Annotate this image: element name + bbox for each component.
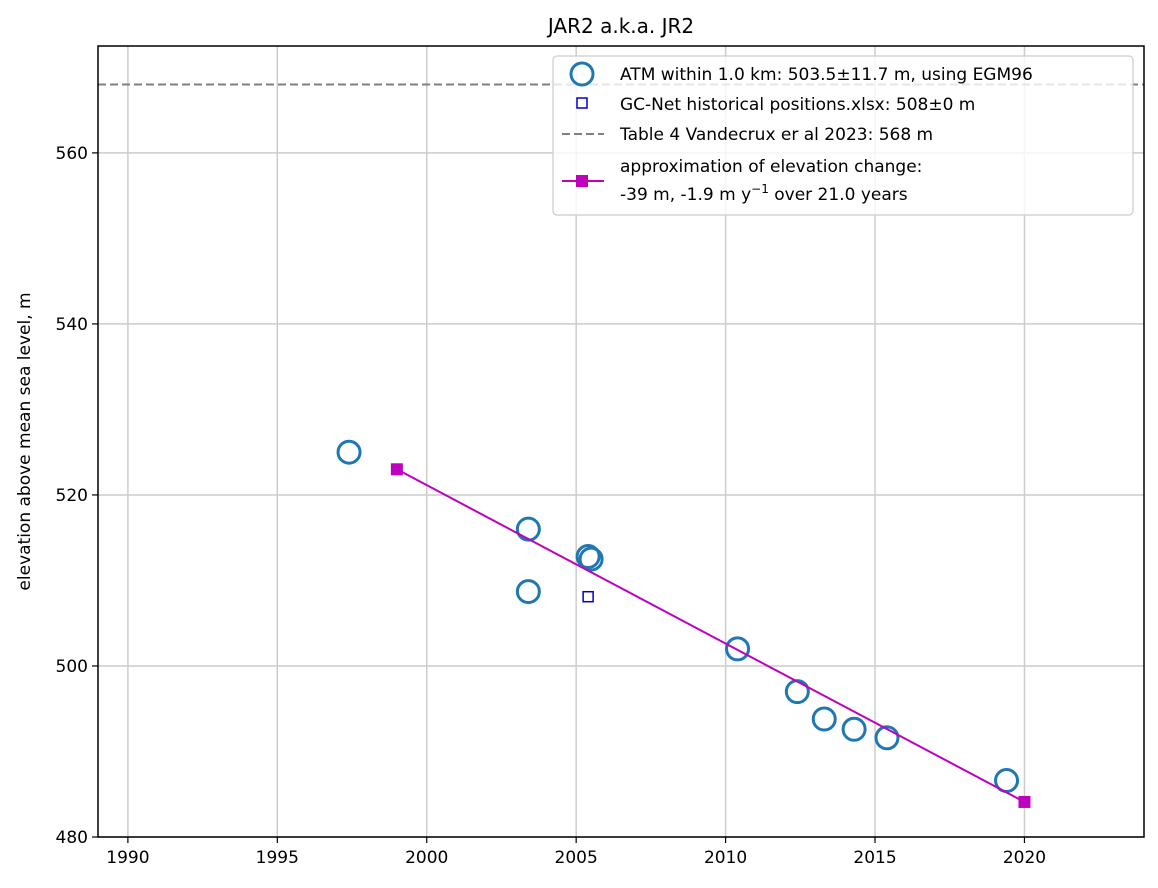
atm-point bbox=[515, 516, 541, 542]
legend: ATM within 1.0 km: 503.5±11.7 m, using E… bbox=[552, 55, 1134, 216]
legend-fit-label-line2: -39 m, -1.9 m y−1 over 21.0 years bbox=[620, 182, 908, 205]
legend-gcnet-marker bbox=[576, 97, 588, 109]
x-tick-label: 2000 bbox=[405, 848, 448, 868]
legend-gcnet-label: GC-Net historical positions.xlsx: 508±0 … bbox=[620, 95, 975, 115]
legend-box bbox=[552, 55, 1134, 216]
x-tick-label: 2020 bbox=[1003, 848, 1046, 868]
atm-point bbox=[811, 706, 837, 732]
atm-point bbox=[575, 544, 601, 570]
atm-point bbox=[725, 636, 751, 662]
x-tick-label: 2010 bbox=[704, 848, 747, 868]
y-tick-label: 540 bbox=[56, 315, 88, 335]
gcnet-point bbox=[582, 590, 594, 603]
legend-atm-label: ATM within 1.0 km: 503.5±11.7 m, using E… bbox=[620, 65, 1033, 85]
atm-point bbox=[841, 716, 867, 742]
y-axis-label: elevation above mean sea level, m bbox=[15, 292, 35, 590]
atm-point bbox=[578, 546, 604, 572]
atm-point bbox=[336, 439, 362, 465]
fit-line bbox=[396, 468, 1025, 803]
y-tick-label: 520 bbox=[56, 486, 88, 506]
legend-fit-label-line1: approximation of elevation change: bbox=[620, 157, 922, 177]
fit-marker bbox=[1018, 795, 1031, 808]
y-tick-label: 480 bbox=[56, 828, 88, 848]
plot-frame bbox=[97, 45, 1145, 838]
fit-marker bbox=[390, 463, 403, 476]
atm-point bbox=[784, 679, 810, 705]
atm-point bbox=[515, 579, 541, 605]
y-tick-label: 560 bbox=[56, 144, 88, 164]
atm-point bbox=[874, 725, 900, 751]
legend-fit-marker bbox=[576, 175, 588, 187]
x-tick-label: 2015 bbox=[853, 848, 896, 868]
x-tick-label: 1990 bbox=[106, 848, 149, 868]
chart-title: JAR2 a.k.a. JR2 bbox=[546, 14, 694, 38]
x-tick-label: 1995 bbox=[256, 848, 299, 868]
y-tick-label: 500 bbox=[56, 657, 88, 677]
axis-ticks: 1990 1995 2000 2005 2010 2015 2020 480 500 520 540… bbox=[56, 144, 1047, 868]
legend-reference-label: Table 4 Vandecrux er al 2023: 568 m bbox=[619, 125, 933, 145]
x-tick-label: 2005 bbox=[555, 848, 598, 868]
legend-atm-marker bbox=[569, 61, 595, 87]
series bbox=[336, 439, 1031, 808]
